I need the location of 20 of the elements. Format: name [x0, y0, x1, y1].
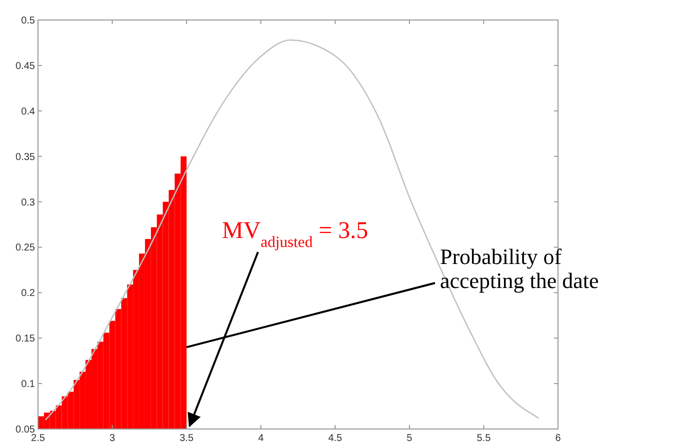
- x-tick-label: 5: [406, 433, 413, 443]
- y-tick-label: 0.1: [21, 379, 36, 390]
- x-tick-label: 5.5: [476, 433, 492, 443]
- y-tick-label: 0.3: [21, 197, 36, 208]
- x-tick-label: 2.5: [31, 433, 46, 443]
- y-tick-label: 0.35: [16, 152, 36, 163]
- annotation: Probability of accepting the date: [440, 244, 599, 294]
- y-tick-label: 0.5: [21, 16, 36, 26]
- x-tick-label: 3: [110, 433, 116, 443]
- y-tick-label: 0.15: [16, 334, 36, 345]
- annotation: MV$_{adjusted}$ = 3.5: [222, 218, 368, 250]
- x-tick-label: 6: [555, 433, 562, 443]
- y-tick-label: 0.2: [21, 288, 36, 300]
- x-tick-label: 4.5: [328, 433, 343, 443]
- x-tick-label: 4: [258, 433, 264, 443]
- y-tick-label: 0.25: [16, 242, 36, 254]
- y-tick-label: 0.05: [16, 424, 36, 436]
- y-tick-label: 0.45: [16, 60, 36, 72]
- y-tick-label: 0.4: [21, 106, 36, 118]
- x-tick-label: 3.5: [180, 433, 194, 443]
